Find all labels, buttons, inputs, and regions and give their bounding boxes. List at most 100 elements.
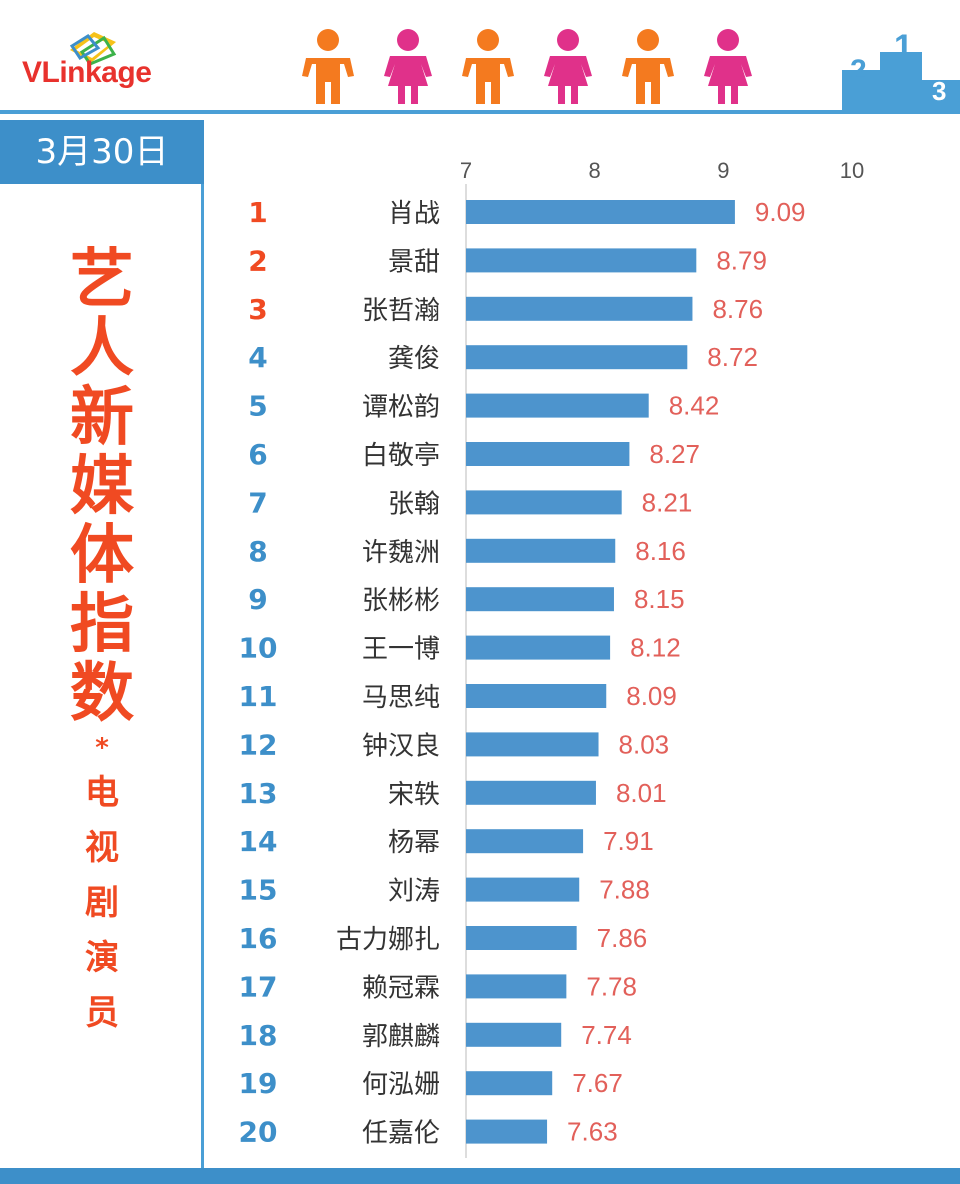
bar: [466, 732, 599, 757]
category-label: 王一博: [362, 635, 440, 665]
person-male-icon: [302, 29, 354, 104]
bar: [466, 1071, 553, 1096]
data-label: 8.16: [635, 536, 686, 566]
category-label: 张哲瀚: [362, 296, 440, 326]
bar: [466, 877, 580, 902]
rank-label: 15: [239, 874, 278, 907]
header-divider: [0, 110, 960, 114]
bar: [466, 248, 697, 273]
people-icons: [290, 28, 770, 108]
title-char: 新: [70, 381, 134, 455]
subtitle-char: 电: [85, 773, 119, 813]
rank-label: 10: [239, 632, 278, 665]
subtitle-char: 演: [85, 938, 119, 978]
rank-label: 1: [248, 196, 267, 229]
rank-label: 12: [239, 728, 278, 761]
data-label: 7.86: [597, 923, 648, 953]
sidebar: [0, 184, 204, 1168]
data-label: 8.79: [716, 245, 767, 275]
person-male-icon: [462, 29, 514, 104]
data-label: 7.88: [599, 875, 650, 905]
person-female-icon: [384, 29, 432, 104]
rank-label: 7: [248, 486, 267, 519]
header: VLinkage 2 1 3: [0, 0, 960, 112]
category-label: 龚俊: [388, 344, 440, 374]
rank-label: 16: [239, 922, 278, 955]
data-label: 8.27: [649, 439, 700, 469]
vlinkage-logo: VLinkage: [22, 28, 212, 98]
rank-label: 20: [239, 1116, 278, 1149]
data-label: 8.15: [634, 584, 685, 614]
rank-label: 5: [248, 390, 267, 423]
rank-label: 18: [239, 1019, 278, 1052]
title-char: 指: [70, 588, 134, 662]
title-char: 艺: [70, 243, 134, 317]
person-female-icon: [544, 29, 592, 104]
svg-text:1: 1: [894, 28, 913, 66]
category-label: 赖冠霖: [362, 973, 440, 1003]
person-female-icon: [704, 29, 752, 104]
x-tick-label: 8: [589, 158, 601, 183]
bar: [466, 490, 622, 515]
rank-label: 3: [248, 293, 267, 326]
bar: [466, 587, 614, 612]
rank-label: 8: [248, 535, 267, 568]
category-label: 许魏洲: [362, 538, 440, 568]
bar: [466, 442, 630, 466]
rank-label: 9: [248, 583, 267, 616]
date-label: 3月30日: [0, 120, 204, 184]
title-char: 体: [70, 519, 134, 593]
rank-label: 4: [248, 341, 267, 374]
title-star: *: [95, 733, 109, 763]
data-label: 8.76: [712, 294, 763, 324]
rank-label: 13: [239, 777, 278, 810]
bar: [466, 1022, 562, 1047]
rank-label: 11: [239, 680, 278, 713]
data-label: 7.91: [603, 826, 654, 856]
category-label: 马思纯: [362, 683, 440, 713]
bar: [466, 296, 693, 321]
bar: [466, 974, 567, 999]
subtitle-char: 视: [85, 828, 119, 868]
x-tick-label: 7: [460, 158, 472, 183]
bar: [466, 829, 584, 854]
category-label: 刘涛: [388, 877, 440, 907]
category-label: 张翰: [388, 489, 440, 519]
category-label: 杨幂: [388, 828, 440, 858]
bar: [466, 393, 649, 418]
bar: [466, 538, 616, 563]
data-label: 9.09: [755, 197, 806, 227]
rank-label: 14: [239, 825, 278, 858]
logo-text: VLinkage: [22, 56, 152, 89]
data-label: 8.12: [630, 633, 681, 663]
title-char: 媒: [70, 450, 134, 524]
category-label: 景甜: [388, 247, 440, 277]
category-label: 谭松韵: [362, 393, 440, 423]
category-label: 张彬彬: [362, 586, 440, 616]
x-tick-label: 10: [840, 158, 864, 183]
x-tick-label: 9: [717, 158, 729, 183]
podium-icon: 2 1 3: [842, 28, 960, 112]
category-label: 古力娜扎: [336, 925, 440, 955]
rank-label: 19: [239, 1067, 278, 1100]
category-label: 郭麒麟: [362, 1022, 440, 1052]
footer-bar: [0, 1168, 960, 1184]
category-label: 钟汉良: [362, 731, 440, 761]
bar: [466, 780, 596, 805]
category-label: 宋轶: [388, 780, 440, 810]
bar: [466, 635, 611, 660]
subtitle-char: 员: [85, 993, 119, 1033]
data-label: 8.03: [619, 729, 670, 759]
bar: [466, 684, 607, 708]
data-label: 7.74: [581, 1020, 632, 1050]
rank-label: 6: [248, 438, 267, 471]
category-label: 何泓姗: [362, 1070, 440, 1100]
bar: [466, 926, 577, 950]
title-char: 人: [70, 312, 134, 386]
bar: [466, 200, 735, 224]
data-label: 8.72: [707, 342, 758, 372]
bar: [466, 1119, 548, 1144]
bar: [466, 345, 688, 370]
data-label: 7.78: [586, 971, 637, 1001]
